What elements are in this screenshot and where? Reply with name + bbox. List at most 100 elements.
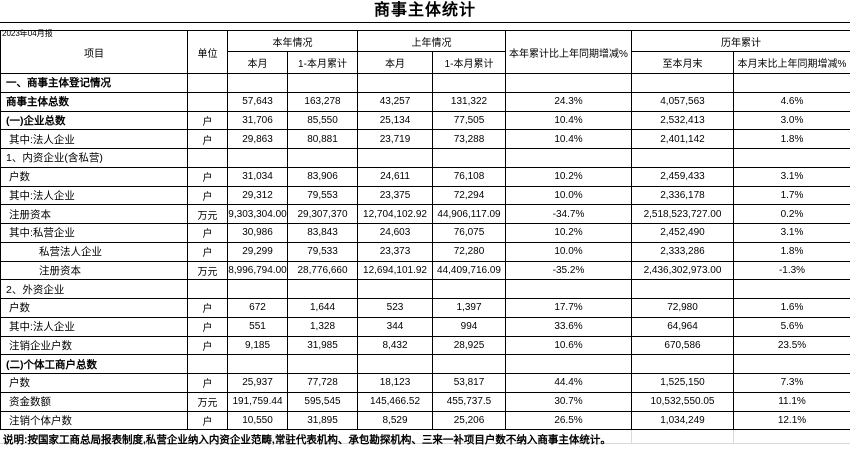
row-value xyxy=(227,354,288,374)
table-row: 注册资本 万元 9,303,304.00 29,307,370 12,704,102.9… xyxy=(0,204,850,224)
table-row: 其中:法人企业户 29,312 79,553 23,375 72,294 10.0% 2,3… xyxy=(0,185,850,206)
row-unit: 户 xyxy=(187,410,228,431)
row-unit: 户 xyxy=(187,316,228,337)
gridline-vertical xyxy=(733,430,734,444)
row-value: -34.7% xyxy=(505,204,632,224)
table-row: 一、商事主体登记情况 xyxy=(0,73,850,93)
table-row: (一)企业总数户 31,706 85,550 25,134 77,505 10.4% 2,5… xyxy=(0,110,850,131)
row-value xyxy=(631,279,734,299)
row-value: 131,322 xyxy=(432,91,506,112)
row-value: 1,525,150 xyxy=(631,373,734,393)
row-label: 一、商事主体登记情况 xyxy=(0,73,188,93)
row-value: 83,906 xyxy=(287,166,358,187)
row-value xyxy=(505,73,632,93)
row-value: 455,737.5 xyxy=(432,391,506,412)
row-value: 10,550 xyxy=(227,410,288,431)
table-row: 户数户 31,034 83,906 24,611 76,108 10.2% 2,459,43… xyxy=(0,166,850,187)
row-value xyxy=(505,279,632,299)
row-value: 26.5% xyxy=(505,410,632,431)
row-unit: 万元 xyxy=(187,204,228,224)
row-value: 10.4% xyxy=(505,110,632,131)
row-value: 523 xyxy=(357,298,433,318)
row-value xyxy=(432,73,506,93)
report-period: 2023年04月报 xyxy=(2,29,53,38)
row-value: 9,185 xyxy=(227,335,288,356)
row-value: 76,075 xyxy=(432,223,506,243)
table-row: 商事主体总数 57,643 163,278 43,257 131,322 24.3% 4,0… xyxy=(0,91,850,112)
row-value: 10.6% xyxy=(505,335,632,356)
row-value xyxy=(631,73,734,93)
row-label: 户数 xyxy=(0,373,188,393)
row-value: 1.8% xyxy=(733,129,850,149)
report-title-bar: 商事主体统计 xyxy=(0,0,850,23)
row-value: 10.4% xyxy=(505,129,632,149)
table-row: 2、外资企业 xyxy=(0,279,850,299)
row-value: 1.7% xyxy=(733,185,850,206)
table-body: 一、商事主体登记情况 商事主体总数 57,643 163,278 43,257 131,3… xyxy=(0,73,850,431)
row-value xyxy=(631,354,734,374)
row-value xyxy=(227,73,288,93)
row-value: 3.1% xyxy=(733,223,850,243)
row-value xyxy=(227,148,288,168)
row-value: 23,375 xyxy=(357,185,433,206)
row-value xyxy=(227,279,288,299)
row-value: 12,704,102.92 xyxy=(357,204,433,224)
row-value: 2,452,490 xyxy=(631,223,734,243)
header-previous-ytd: 1-本月累计 xyxy=(432,51,506,74)
row-value: 29,307,370 xyxy=(287,204,358,224)
row-value: 31,034 xyxy=(227,166,288,187)
table-row: 其中:私营企业户 30,986 83,843 24,603 76,075 10.2% 2,4… xyxy=(0,223,850,243)
row-value: 23.5% xyxy=(733,335,850,356)
row-value: 10.0% xyxy=(505,185,632,206)
row-value: 80,881 xyxy=(287,129,358,149)
table-row: 注册资本 万元 8,996,794.00 28,776,660 12,694,101.9… xyxy=(0,260,850,281)
row-label: (一)企业总数 xyxy=(0,110,188,131)
row-label: 其中:私营企业 xyxy=(0,223,188,243)
row-value: 30.7% xyxy=(505,391,632,412)
row-label: 其中:法人企业 xyxy=(0,316,188,337)
row-unit: 户 xyxy=(187,241,228,262)
header-item: 项目 xyxy=(0,30,188,74)
row-value: 2,518,523,727.00 xyxy=(631,204,734,224)
header-current-year: 本年情况 xyxy=(227,30,358,52)
row-label: 资金数额 xyxy=(0,391,188,412)
row-value: 53,817 xyxy=(432,373,506,393)
row-value: 76,108 xyxy=(432,166,506,187)
row-unit: 万元 xyxy=(187,260,228,281)
row-label: 其中:法人企业 xyxy=(0,129,188,149)
row-value: 4,057,563 xyxy=(631,91,734,112)
row-value: 25,206 xyxy=(432,410,506,431)
row-value: 73,288 xyxy=(432,129,506,149)
header-to-month-end: 至本月末 xyxy=(631,51,734,74)
row-value xyxy=(432,354,506,374)
row-label: 户数 xyxy=(0,166,188,187)
row-value: 44,906,117.09 xyxy=(432,204,506,224)
header-month-end-yoy: 本月末比上年同期增减% xyxy=(733,51,850,74)
row-label: 商事主体总数 xyxy=(0,91,188,112)
row-value: 72,980 xyxy=(631,298,734,318)
table-row: 注销企业户数户 9,185 31,985 8,432 28,925 10.6% 670,58… xyxy=(0,335,850,356)
row-value: 24,611 xyxy=(357,166,433,187)
row-value: 11.1% xyxy=(733,391,850,412)
row-value: 994 xyxy=(432,316,506,337)
row-value: 10.2% xyxy=(505,223,632,243)
row-unit: 户 xyxy=(187,129,228,149)
row-value: -1.3% xyxy=(733,260,850,281)
row-value: 163,278 xyxy=(287,91,358,112)
row-value xyxy=(733,354,850,374)
row-value: 10,532,550.05 xyxy=(631,391,734,412)
row-unit: 户 xyxy=(187,373,228,393)
row-value: 2,336,178 xyxy=(631,185,734,206)
report-period-bar: 2023年04月报 xyxy=(0,23,850,38)
row-value: 77,505 xyxy=(432,110,506,131)
row-value: 31,985 xyxy=(287,335,358,356)
row-value: 72,280 xyxy=(432,241,506,262)
row-value: 8,996,794.00 xyxy=(227,260,288,281)
row-value xyxy=(357,148,433,168)
row-value: 2,333,286 xyxy=(631,241,734,262)
row-value: 79,553 xyxy=(287,185,358,206)
row-label: 其中:法人企业 xyxy=(0,185,188,206)
table-row: 其中:法人企业户 551 1,328 344 994 33.6% 64,964 5.6% xyxy=(0,316,850,337)
table-row: 1、内资企业(含私营) xyxy=(0,148,850,168)
row-value xyxy=(432,148,506,168)
